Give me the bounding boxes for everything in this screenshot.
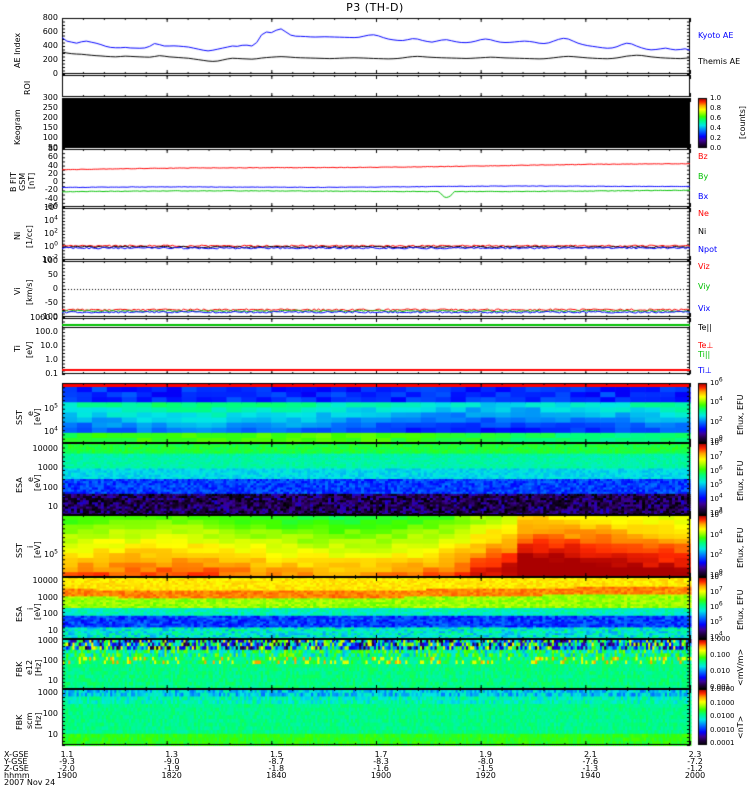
xaxis-tick-x-gse: 1.5 [269, 750, 283, 759]
axis-label-fbk-e12: FBK [15, 661, 24, 677]
xaxis-tick-hhmm: 1900 [56, 771, 78, 780]
xaxis-tick-hhmm: 1940 [580, 771, 601, 780]
xaxis-tick-x-gse: 1.3 [165, 750, 179, 759]
axis-label-ti: Ti [13, 345, 22, 352]
axis-label-fbk-scm-unit: [Hz] [34, 712, 43, 729]
axis-label-esa-e-unit: [eV] [33, 474, 42, 491]
xaxis-tick-hhmm: 2000 [684, 771, 706, 780]
colorbar-label-sst-i: Eflux, EFU [736, 527, 745, 569]
xaxis-tick-z-gse: -1.8 [268, 764, 285, 773]
axis-label-esa-i-unit: [eV] [33, 603, 42, 620]
axis-label-fbk-scm: FBK [15, 714, 24, 730]
xaxis-tick-z-gse: -1.5 [477, 764, 494, 773]
axis-label-ni: Ni [13, 231, 22, 240]
xaxis-tick-x-gse: 1.9 [479, 750, 493, 759]
colorbar-label-sst-e: Eflux, EFU [736, 394, 745, 436]
xaxis-tick-y-gse: -8.3 [373, 757, 389, 766]
axis-label-ae-index: AE Index [13, 32, 22, 68]
colorbar-label-fbk-e12: <mV/m> [736, 648, 745, 686]
xaxis-tick-hhmm: 1900 [370, 771, 392, 780]
axis-label-sst-e-unit: [eV] [33, 408, 42, 425]
xaxis-tick-x-gse: 2.1 [583, 750, 597, 759]
xaxis-tick-y-gse: -9.3 [59, 757, 75, 766]
axis-label-fbk-e12-unit: [Hz] [34, 659, 43, 676]
axis-label-esa-i: ESA [15, 606, 24, 622]
axis-label-ti-unit: [eV] [25, 341, 34, 358]
xaxis-tick-hhmm: 1840 [266, 771, 287, 780]
axis-label-b-fit-gsm: GSM [18, 172, 27, 191]
date-label: 2007 Nov 24 [4, 778, 56, 787]
axis-label-b-fit: B FIT [9, 172, 18, 192]
xaxis-tick-z-gse: -1.2 [687, 764, 703, 773]
axis-label-sst-i-unit: [eV] [33, 541, 42, 558]
axis-label-esa-e: ESA [15, 477, 24, 493]
xaxis-tick-y-gse: -9.0 [163, 757, 180, 766]
axis-label-sst-e: SST [15, 409, 24, 425]
colorbar-label-esa-i: Eflux, EFU [736, 589, 745, 631]
xaxis-tick-y-gse: -8.7 [268, 757, 285, 766]
axis-label-vi-unit: [km/s] [25, 279, 34, 305]
xaxis-tick-y-gse: -7.6 [582, 757, 599, 766]
colorbar-label-fbk-scm: <nT> [736, 715, 745, 739]
axis-label-sst-i: SST [15, 542, 24, 558]
xaxis-tick-x-gse: 2.3 [688, 750, 702, 759]
axis-label-fbk-scm-ch: scm [25, 712, 34, 729]
axis-label-fbk-e12-ch: e12 [25, 659, 34, 675]
xaxis-tick-hhmm: 1820 [161, 771, 182, 780]
xaxis-tick-x-gse: 1.1 [60, 750, 74, 759]
xaxis-tick-x-gse: 1.7 [374, 750, 388, 759]
xaxis-tick-z-gse: -1.6 [373, 764, 389, 773]
xaxis-tick-hhmm: 1920 [475, 771, 496, 780]
colorbar-label-esa-e: Eflux, EFU [736, 460, 745, 502]
xaxis-tick-z-gse: -1.9 [163, 764, 180, 773]
axis-label-vi: Vi [13, 287, 22, 295]
axis-label-ni-unit: [1/cc] [25, 225, 34, 248]
xaxis-tick-z-gse: -2.0 [59, 764, 75, 773]
xaxis-tick-y-gse: -7.2 [687, 757, 703, 766]
colorbar-label-keogram: [counts] [738, 106, 747, 139]
axis-label-keogram: Keogram [13, 109, 22, 145]
axis-label-b-fit-unit: [nT] [27, 172, 36, 189]
xaxis-tick-y-gse: -8.0 [477, 757, 494, 766]
xaxis-tick-z-gse: -1.3 [582, 764, 599, 773]
axis-label-roi: ROI [23, 80, 32, 95]
